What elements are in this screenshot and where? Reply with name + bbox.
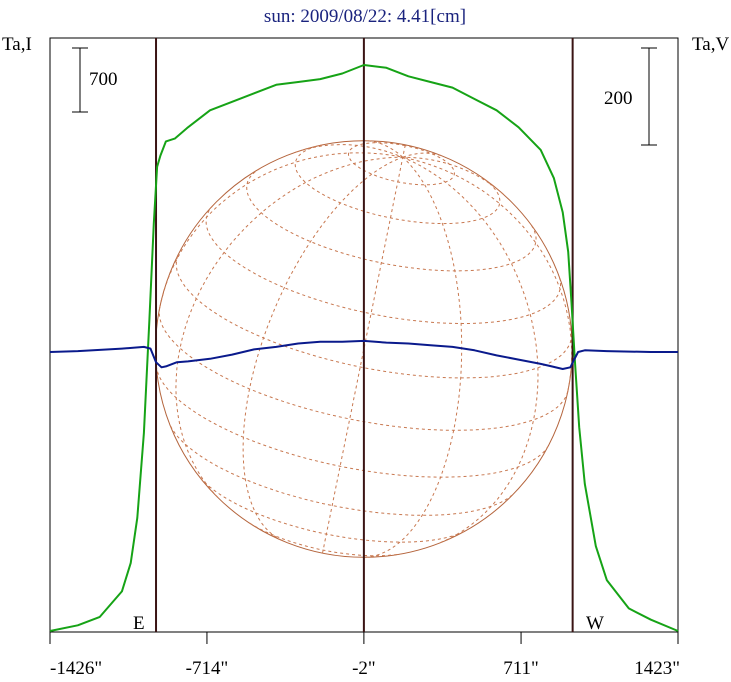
longitude-line <box>402 156 504 195</box>
longitude-line <box>402 156 573 391</box>
longitude-line <box>402 156 539 544</box>
series-I-line <box>49 64 679 632</box>
longitude-line <box>402 144 406 158</box>
latitude-line <box>249 522 402 557</box>
x-tick-label: -714" <box>186 658 229 679</box>
x-tick-label: -1426" <box>50 658 102 679</box>
longitude-line <box>364 156 463 558</box>
left-scale-bar <box>72 47 88 113</box>
latitude-line <box>200 477 465 543</box>
right-scale-bar <box>641 47 657 146</box>
limb-and-center-lines <box>155 38 574 632</box>
east-limb-label: E <box>133 613 145 634</box>
series-group <box>49 64 679 632</box>
left-scale-label: 700 <box>89 69 118 90</box>
latitude-line <box>175 255 573 379</box>
longitude-line <box>175 156 403 498</box>
right-scale-label: 200 <box>604 88 633 109</box>
latitude-line <box>170 425 513 516</box>
x-tick-label: -2" <box>352 658 376 679</box>
longitude-line <box>322 157 404 554</box>
series-V-line <box>49 339 678 370</box>
scale-bars <box>72 47 657 146</box>
x-tick-label: 1423" <box>634 658 680 679</box>
west-limb-label: W <box>586 613 604 634</box>
x-tick-label: 711" <box>503 658 539 679</box>
longitude-line <box>402 152 442 158</box>
latitude-line <box>246 167 537 272</box>
left-axis-label: Ta,I <box>2 34 32 55</box>
longitude-line <box>242 156 403 541</box>
right-axis-label: Ta,V <box>692 34 729 55</box>
longitude-line <box>295 144 403 158</box>
x-axis-ticks: -1426" -714" -2" 711" 1423" <box>49 632 680 679</box>
longitude-line <box>159 152 403 308</box>
longitude-line <box>367 140 404 158</box>
latitude-line <box>155 365 549 478</box>
chart-title: sun: 2009/08/22: 4.41[cm] <box>264 6 466 27</box>
